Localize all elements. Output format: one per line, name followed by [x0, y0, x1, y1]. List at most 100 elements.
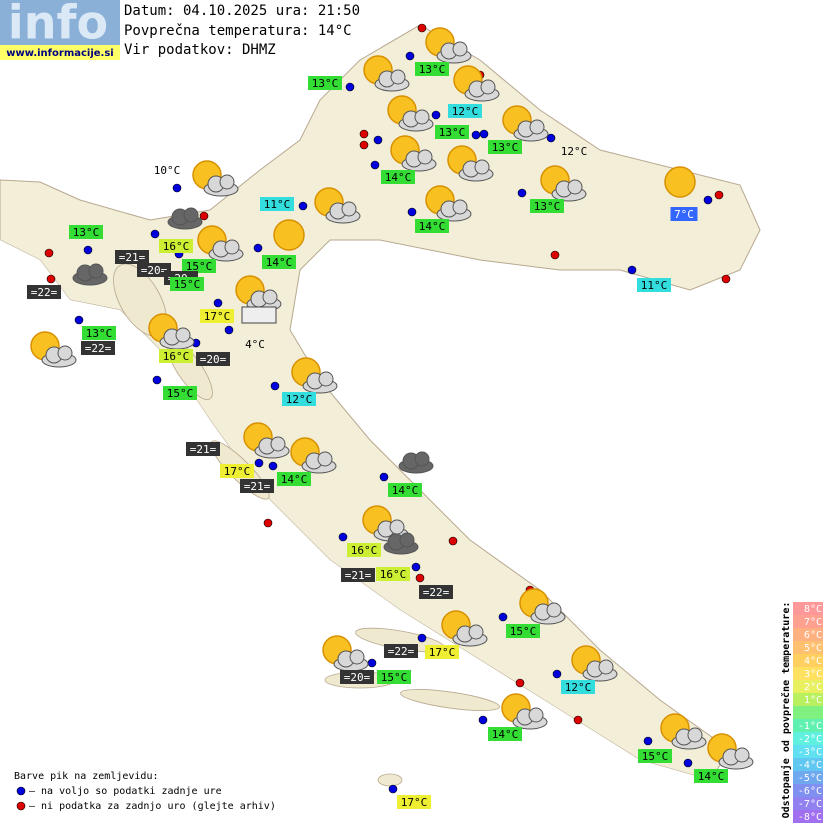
- station-dot: [573, 715, 583, 725]
- label-box: [186, 442, 220, 456]
- label-box: [397, 795, 431, 809]
- label-box: [260, 197, 294, 211]
- station-dot: [431, 110, 441, 120]
- station-dot: [479, 129, 489, 139]
- label-box: [488, 140, 522, 154]
- temperature-label: 11°C: [264, 198, 291, 211]
- weather-icon: [441, 610, 488, 647]
- temperature-label: =21=: [244, 480, 271, 493]
- cloud: [598, 659, 614, 675]
- temperature-label: 16°C: [163, 350, 190, 363]
- scale-step: [793, 667, 823, 680]
- scale-step: [793, 810, 823, 823]
- station-dot: [213, 298, 223, 308]
- temperature-label: 14°C: [281, 473, 308, 486]
- cloud: [567, 179, 583, 195]
- label-box: [81, 341, 115, 355]
- cloud: [474, 159, 490, 175]
- weather-icon: [314, 187, 361, 224]
- weather-icon: [540, 165, 587, 202]
- temperature-label: 17°C: [401, 796, 428, 809]
- scale-step: [793, 628, 823, 641]
- temperature-label: 16°C: [163, 240, 190, 253]
- station-dot: [268, 461, 278, 471]
- temperature-label: 13°C: [492, 141, 519, 154]
- cloud: [390, 69, 406, 85]
- label-box: [448, 104, 482, 118]
- label-box: [340, 670, 374, 684]
- scale-label: 3°C: [804, 669, 822, 680]
- label-box: [240, 479, 274, 493]
- station-dot: [721, 274, 731, 284]
- station-dot: [550, 250, 560, 260]
- temperature-label: 14°C: [392, 484, 419, 497]
- station-dot: [515, 678, 525, 688]
- scale-step: [793, 641, 823, 654]
- label-box: [308, 76, 342, 90]
- sun: [664, 166, 696, 198]
- site-box: [0, 45, 120, 60]
- station-dot: [517, 188, 527, 198]
- weather-icon: [707, 733, 754, 770]
- scale-label: 2°C: [804, 682, 822, 693]
- label-box: [69, 225, 103, 239]
- weather-icon: [30, 331, 77, 368]
- weather-icon: [291, 357, 338, 394]
- temperature-label: 12°C: [561, 145, 588, 158]
- label-box: [638, 749, 672, 763]
- cloud: [317, 451, 333, 467]
- scale-step: [793, 732, 823, 745]
- temperature-label: 13°C: [312, 77, 339, 90]
- scale-title: Odstopanje od povprečne temperature:: [780, 602, 792, 819]
- temperature-label: 13°C: [86, 327, 113, 340]
- scale-step: [793, 693, 823, 706]
- scale-label: -8°C: [798, 812, 822, 823]
- cloud: [734, 747, 750, 763]
- station-dot: [253, 243, 263, 253]
- cloud: [389, 519, 405, 535]
- weather-icon: [571, 645, 618, 682]
- station-dot: [46, 274, 56, 284]
- weather-icon: [197, 225, 244, 262]
- station-dot: [546, 133, 556, 143]
- scale-label: -7°C: [798, 799, 822, 810]
- cloud: [452, 199, 468, 215]
- weather-icon: [502, 105, 549, 142]
- temperature-label: 14°C: [385, 171, 412, 184]
- station-dot: [478, 715, 488, 725]
- cloud: [414, 109, 430, 125]
- temperature-label: 17°C: [429, 646, 456, 659]
- temperature-label: 15°C: [174, 278, 201, 291]
- station-dot: [152, 375, 162, 385]
- cloud: [88, 263, 104, 279]
- label-box: [27, 285, 61, 299]
- logo: info: [8, 0, 108, 50]
- cloud: [183, 207, 199, 223]
- label-box: [506, 624, 540, 638]
- temperature-label: 13°C: [534, 200, 561, 213]
- temperature-label: 14°C: [698, 770, 725, 783]
- station-dot: [338, 532, 348, 542]
- weather-icon: [363, 55, 410, 92]
- cloud: [262, 289, 278, 305]
- temperature-label: =20=: [200, 353, 227, 366]
- label-box: [200, 309, 234, 323]
- cloud: [414, 451, 430, 467]
- cloud: [318, 371, 334, 387]
- label-box: [182, 259, 216, 273]
- label-box: [561, 680, 595, 694]
- cloud: [529, 119, 545, 135]
- temperature-label: 14°C: [266, 256, 293, 269]
- scale-label: 8°C: [804, 604, 822, 615]
- scale-label: -6°C: [798, 786, 822, 797]
- label-box: [163, 386, 197, 400]
- fog-icon: [241, 306, 277, 324]
- weather-icon: [72, 263, 108, 286]
- temperature-label: 12°C: [565, 681, 592, 694]
- weather-icon: [148, 313, 195, 350]
- site-link[interactable]: www.informacije.si: [6, 48, 114, 59]
- label-box: [435, 125, 469, 139]
- label-box: [376, 567, 410, 581]
- weather-icon: [243, 422, 290, 459]
- temperature-label: =20=: [141, 264, 168, 277]
